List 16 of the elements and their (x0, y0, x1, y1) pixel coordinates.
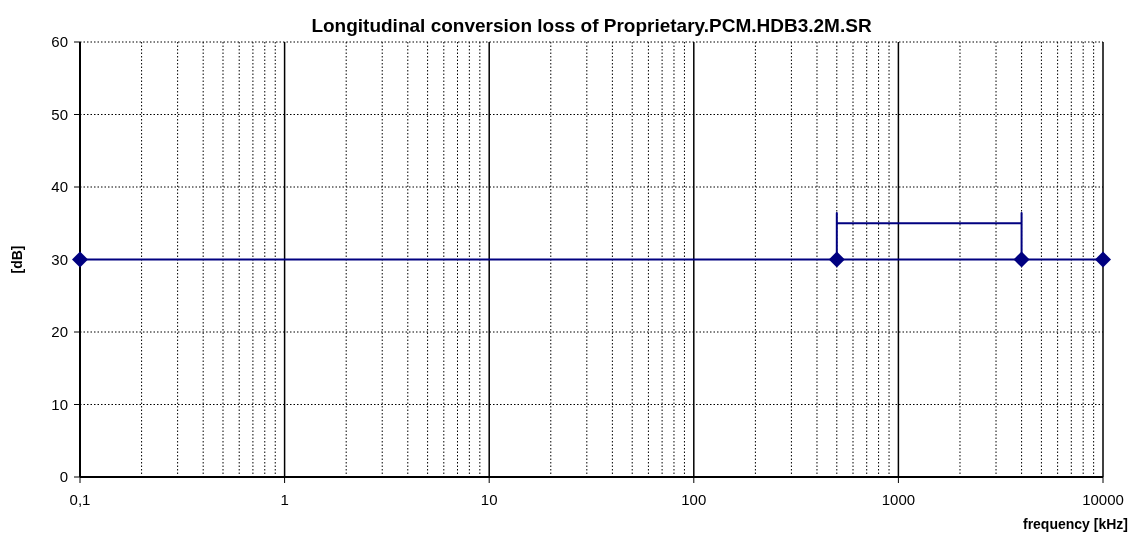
x-tick-label: 1 (280, 491, 289, 508)
y-axis-title: [dB] (9, 245, 25, 274)
x-tick-label: 10 (480, 491, 498, 508)
x-tick-label: 100 (681, 491, 707, 508)
y-tick-label: 60 (51, 33, 68, 50)
x-tick-label: 10000 (1082, 491, 1124, 508)
y-tick-label: 0 (59, 468, 68, 485)
y-tick-label: 30 (51, 250, 68, 268)
x-tick-label: 0,1 (69, 491, 91, 508)
chart-title: Longitudinal conversion loss of Proprietary.PCM.HDB3.2M.SR (311, 15, 872, 36)
y-tick-label: 20 (51, 323, 68, 340)
x-tick-label: 1000 (881, 491, 916, 508)
y-tick-label: 10 (51, 395, 68, 413)
x-axis-title: frequency [kHz] (1022, 516, 1128, 532)
y-tick-label: 40 (51, 178, 68, 195)
y-tick-label: 50 (51, 105, 68, 123)
